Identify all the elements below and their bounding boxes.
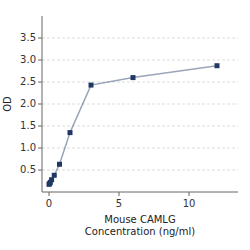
- tick-mark: [38, 82, 42, 83]
- tick-mark: [38, 38, 42, 39]
- grid-line: [42, 126, 238, 127]
- data-line: [49, 66, 217, 185]
- y-axis-line: [42, 16, 43, 192]
- tick-mark: [38, 148, 42, 149]
- y-axis-label: OD: [2, 96, 13, 112]
- data-point: [89, 83, 94, 88]
- tick-label: 0: [46, 198, 52, 209]
- data-point: [215, 63, 220, 68]
- tick-label: 5: [116, 198, 122, 209]
- tick-label: 3.0: [20, 54, 36, 65]
- data-point: [131, 75, 136, 80]
- tick-mark: [38, 170, 42, 171]
- grid-line: [42, 82, 238, 83]
- tick-label: 2.5: [20, 76, 36, 87]
- grid-line: [42, 38, 238, 39]
- data-point: [57, 162, 62, 167]
- tick-label: 1.0: [20, 142, 36, 153]
- tick-mark: [38, 60, 42, 61]
- grid-line: [42, 104, 238, 105]
- plot-area: [47, 63, 220, 187]
- tick-label: 0.5: [20, 164, 36, 175]
- tick-label: 10: [183, 198, 196, 209]
- tick-label: 1.5: [20, 120, 36, 131]
- grid-line: [42, 170, 238, 171]
- tick-mark: [38, 104, 42, 105]
- chart-container: 0.5 1.0 1.5 2.0 2.5 3.0 3.5 0 5 10 Mouse CAMLGConc…: [0, 0, 250, 250]
- tick-mark: [38, 126, 42, 127]
- data-point: [68, 130, 73, 135]
- grid-line: [42, 148, 238, 149]
- grid-line: [42, 60, 238, 61]
- x-axis-line: [42, 192, 238, 193]
- tick-mark: [119, 192, 120, 196]
- data-point: [52, 173, 57, 178]
- tick-label: 3.5: [20, 32, 36, 43]
- tick-mark: [49, 192, 50, 196]
- tick-label: 2.0: [20, 98, 36, 109]
- data-point: [49, 177, 54, 182]
- x-axis-label: Mouse CAMLGConcentration (ng/ml): [85, 214, 195, 237]
- tick-mark: [189, 192, 190, 196]
- chart: 0.5 1.0 1.5 2.0 2.5 3.0 3.5 0 5 10 Mouse CAMLGConc…: [0, 0, 250, 250]
